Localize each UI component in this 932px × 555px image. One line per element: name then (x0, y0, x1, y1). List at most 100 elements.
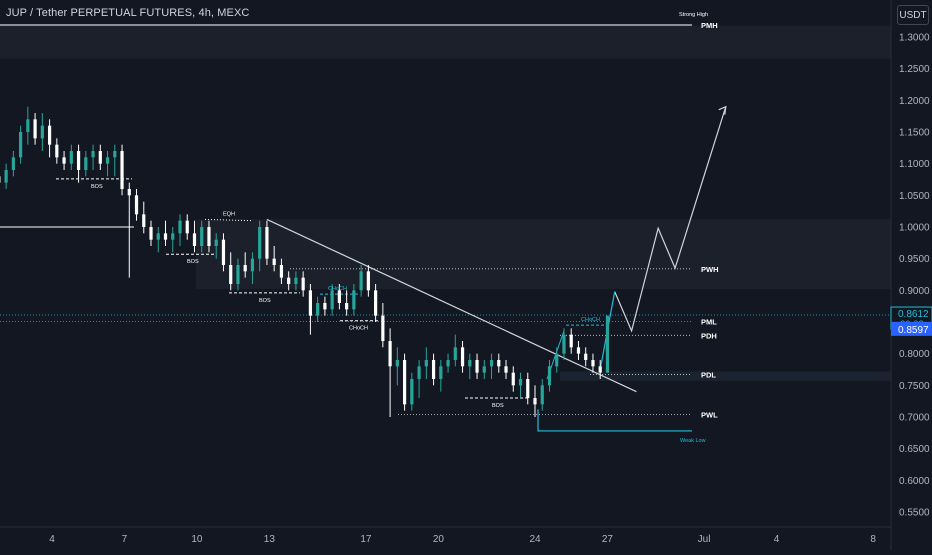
candle-body (584, 354, 587, 360)
candle-body (367, 271, 370, 290)
structure-label: CHoCH (328, 286, 347, 292)
candle-body (591, 360, 594, 366)
candle-body (374, 290, 377, 315)
candle-body (446, 360, 449, 366)
price-tick-label: 1.0500 (899, 191, 930, 202)
candle-body (570, 335, 573, 348)
candle-body (497, 360, 500, 366)
candle-body (41, 126, 44, 139)
structure-label: BOS (187, 259, 199, 265)
candle-body (555, 354, 558, 367)
candle-body (106, 157, 109, 163)
candle-body (62, 157, 65, 163)
candle-body (70, 151, 73, 164)
candle-body (309, 290, 312, 315)
price-tick-label: 1.1000 (899, 159, 930, 170)
candle (265, 221, 268, 265)
structure-label: BOS (259, 298, 271, 304)
candle-body (454, 347, 457, 360)
candle-body (352, 290, 355, 309)
candle-body (99, 151, 102, 164)
candle-body (439, 366, 442, 379)
supply-zone-mid (196, 219, 891, 289)
candle-body (432, 360, 435, 379)
eqh-label: EQH (223, 211, 235, 217)
candle (606, 316, 609, 373)
time-tick-label: 8 (870, 534, 876, 545)
price-tick-label: 0.9500 (899, 254, 930, 265)
price-tick-label: 0.7000 (899, 413, 930, 424)
candle-body (562, 335, 565, 354)
candle-body (302, 278, 305, 291)
level-label: PDH (701, 331, 717, 340)
candle-body (287, 278, 290, 284)
chart-title: JUP / Tether PERPETUAL FUTURES, 4h, MEXC (6, 7, 249, 19)
time-tick-label: 20 (433, 534, 445, 545)
candle-body (541, 385, 544, 404)
candle-body (396, 360, 399, 366)
candle-body (135, 195, 138, 214)
price-tick-label: 0.7500 (899, 381, 930, 392)
candle-body (48, 126, 51, 145)
candle-body (178, 221, 181, 234)
candle-body (55, 145, 58, 158)
candle-body (26, 119, 29, 132)
candle-body (410, 379, 413, 404)
structure-label: CHoCH (581, 317, 600, 323)
candle-body (193, 233, 196, 246)
candle-body (599, 366, 602, 372)
candle (403, 354, 406, 411)
candle-body (331, 290, 334, 309)
candle-body (157, 233, 160, 239)
price-tick-label: 0.6000 (899, 476, 930, 487)
candle-body (417, 366, 420, 379)
candle-body (475, 360, 478, 373)
candle-body (258, 227, 261, 259)
candle-body (403, 360, 406, 404)
candle-body (468, 360, 471, 366)
candle-body (113, 151, 116, 157)
candle-body (164, 233, 167, 239)
level-label: PWH (701, 265, 719, 274)
candle-body (577, 347, 580, 353)
candle-body (142, 214, 145, 227)
candle-body (236, 265, 239, 284)
candle-body (19, 132, 22, 157)
currency-button[interactable]: USDT (897, 5, 929, 25)
candle-body (265, 227, 268, 259)
candle-body (186, 221, 189, 234)
price-tick-label: 0.5500 (899, 508, 930, 519)
candle-body (483, 366, 486, 372)
candle-body (533, 398, 536, 404)
supply-zone-top (0, 26, 891, 59)
candle-body (526, 379, 529, 398)
candle-body (323, 303, 326, 309)
candle-body (360, 271, 363, 290)
time-tick-label: 4 (774, 534, 780, 545)
time-tick-label: 27 (602, 534, 614, 545)
time-tick-label: 4 (49, 534, 55, 545)
candle (120, 145, 123, 196)
candle-body (244, 265, 247, 271)
candle-body (91, 151, 94, 157)
level-label: PDL (701, 371, 716, 380)
time-tick-label: 7 (122, 534, 128, 545)
candle-body (120, 151, 123, 189)
price-tick-label: 0.6500 (899, 444, 930, 455)
candle-body (504, 366, 507, 372)
price-tick-label: 1.3000 (899, 33, 930, 44)
candle-body (338, 290, 341, 303)
candle-body (512, 373, 515, 386)
candle-body (345, 303, 348, 309)
level-label: PWL (701, 410, 718, 419)
level-label: PML (701, 317, 717, 326)
candle-body (294, 278, 297, 284)
candle-body (606, 316, 609, 373)
candle-body (280, 265, 283, 278)
candle-body (251, 259, 254, 272)
price-tick-label: 1.2500 (899, 64, 930, 75)
weak-low-label: Weak Low (680, 438, 706, 444)
price-tick-label: 1.2000 (899, 96, 930, 107)
